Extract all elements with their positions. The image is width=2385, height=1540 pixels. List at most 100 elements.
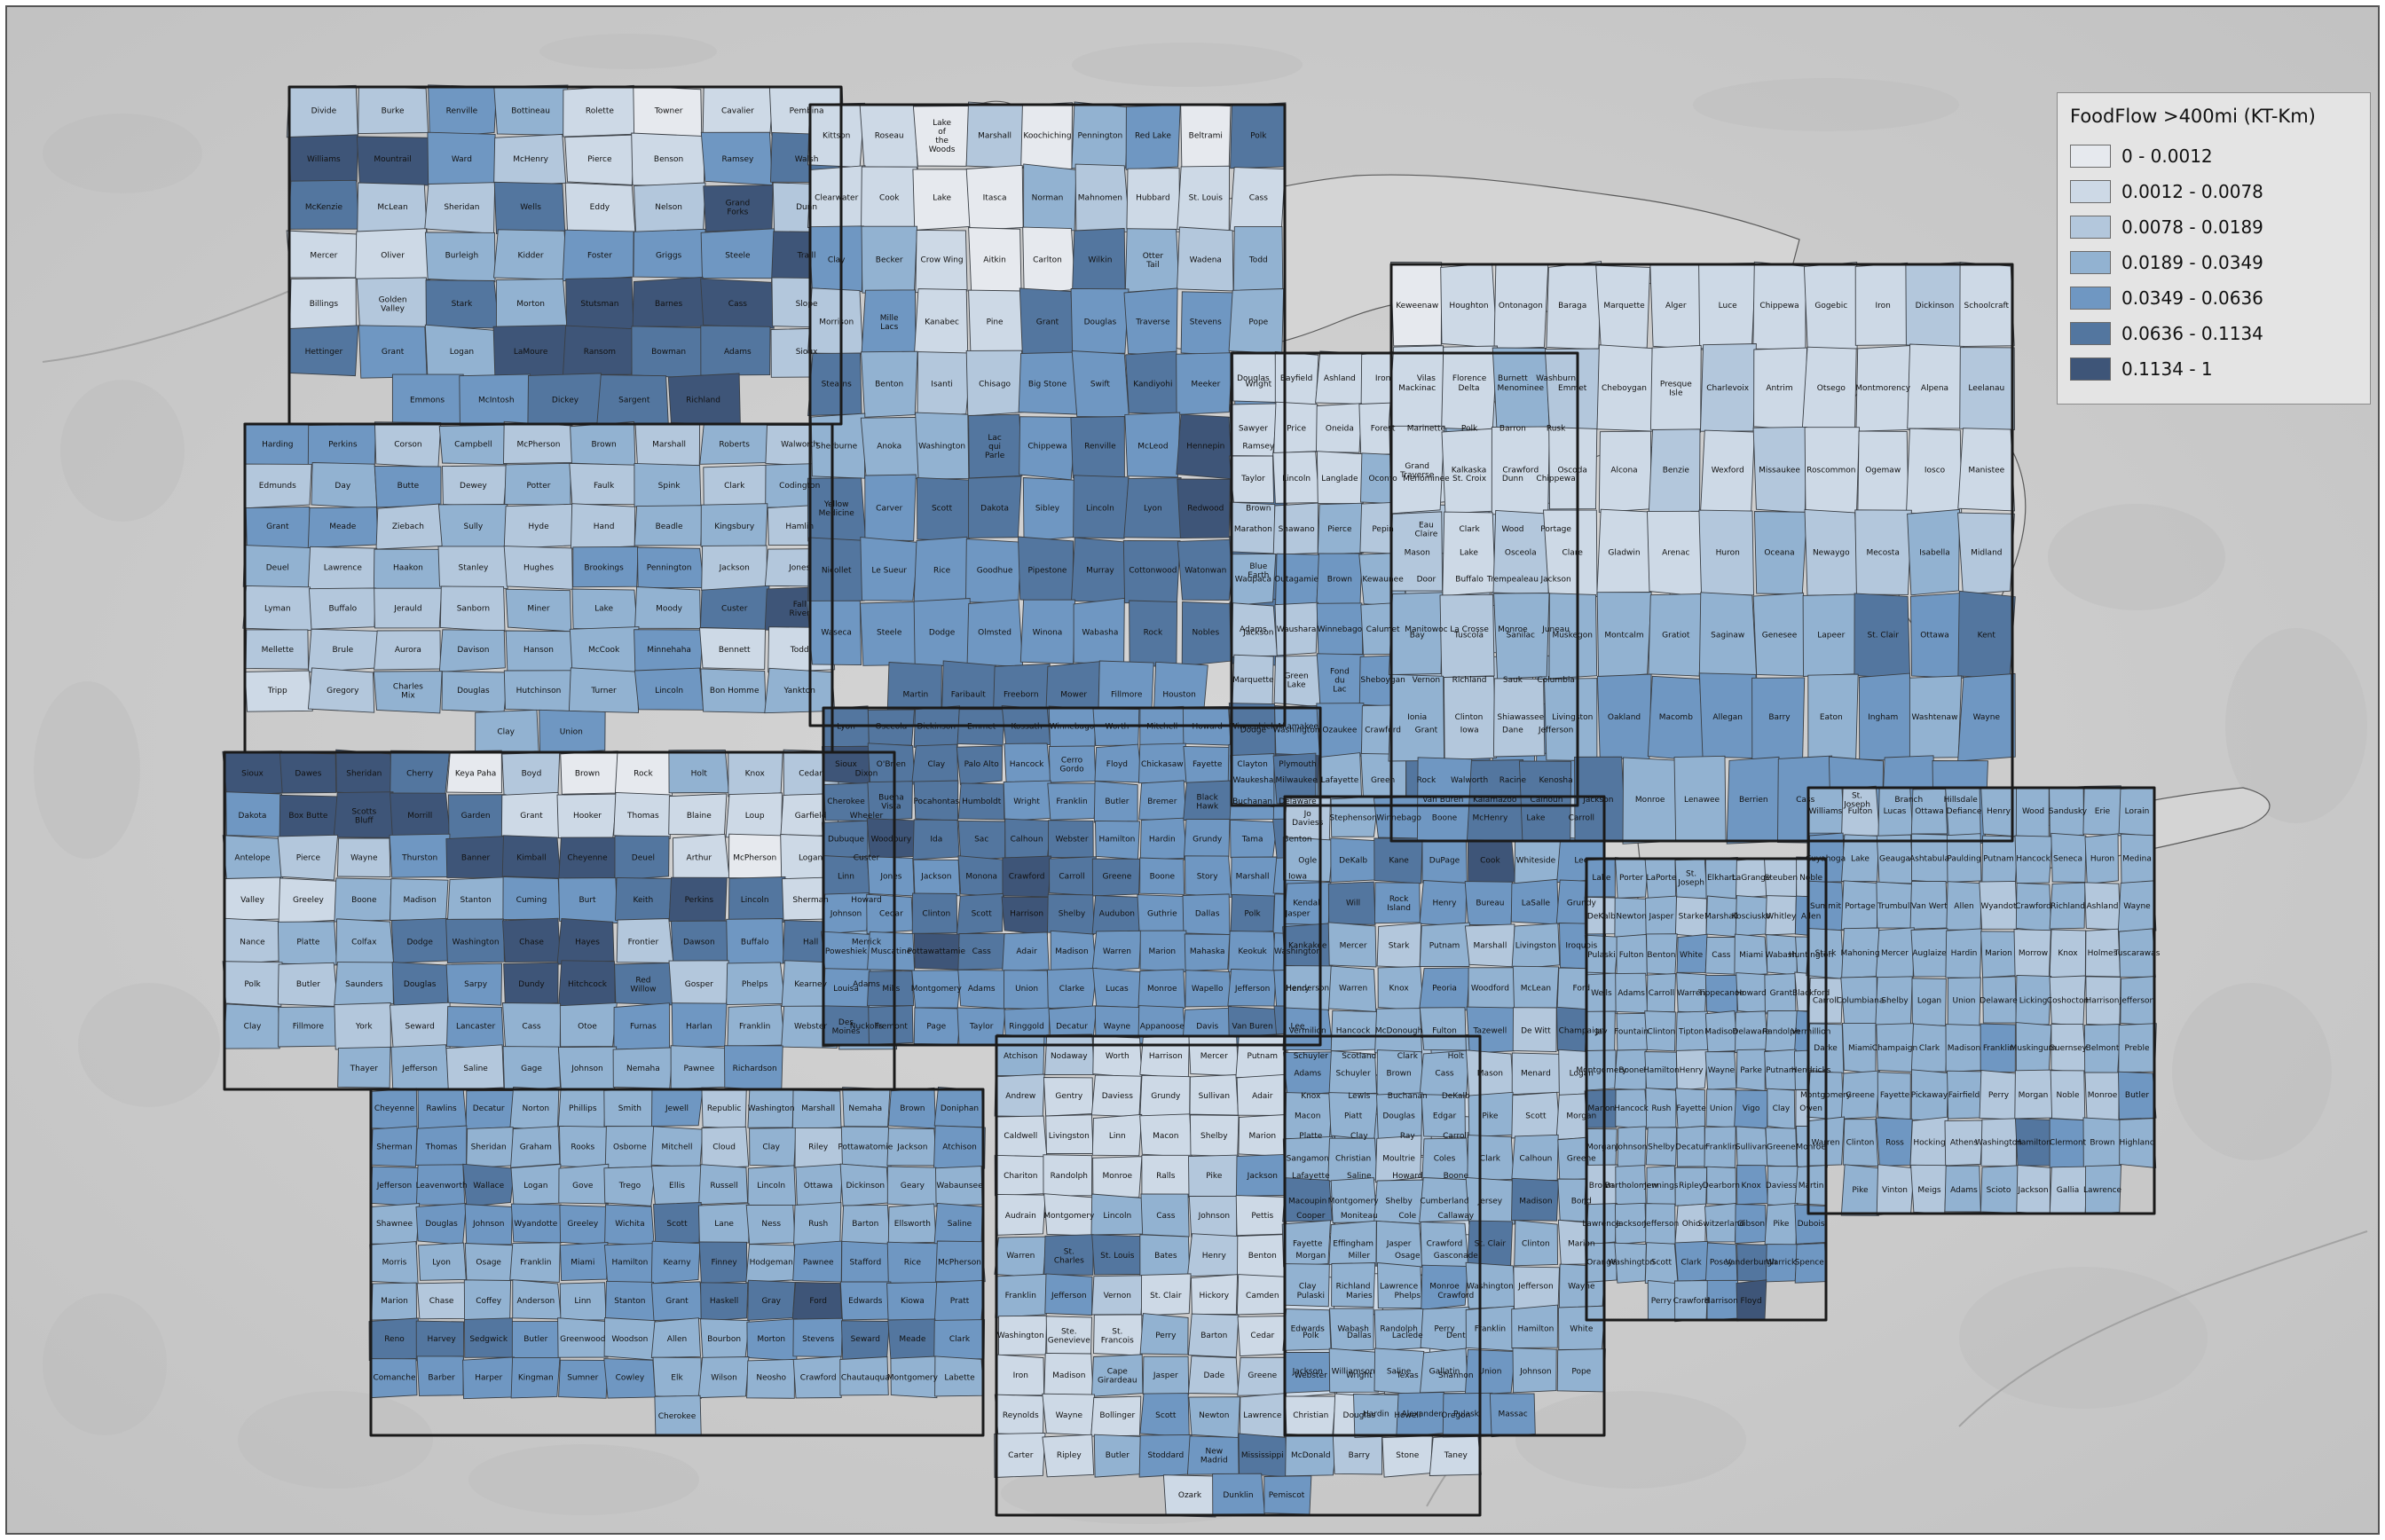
county	[1045, 1114, 1094, 1154]
county	[374, 587, 443, 629]
county	[1858, 672, 1911, 762]
county	[1177, 226, 1234, 292]
county	[701, 545, 767, 591]
county	[933, 1319, 986, 1361]
county	[1328, 1050, 1377, 1096]
county	[510, 1203, 563, 1244]
county	[1229, 501, 1276, 554]
county	[503, 420, 573, 464]
county	[650, 1317, 701, 1358]
county	[957, 969, 1006, 1010]
county	[1875, 927, 1915, 979]
county	[700, 668, 767, 713]
county	[822, 892, 870, 935]
county	[859, 104, 918, 169]
county	[1736, 1244, 1768, 1283]
county	[222, 835, 284, 881]
county	[634, 667, 704, 711]
county	[1704, 1010, 1738, 1053]
county	[446, 1006, 505, 1049]
county	[1330, 837, 1380, 883]
county	[1124, 412, 1181, 478]
county	[424, 232, 496, 283]
county	[747, 1279, 796, 1321]
county	[700, 131, 773, 186]
county	[1328, 1220, 1377, 1267]
county	[512, 1279, 562, 1320]
county	[510, 1356, 561, 1399]
county	[337, 1046, 391, 1088]
county	[1766, 934, 1798, 976]
county	[1544, 678, 1598, 762]
county	[868, 1005, 914, 1045]
county	[1419, 880, 1468, 927]
county	[1185, 855, 1232, 898]
county	[1230, 893, 1275, 935]
county	[288, 325, 359, 377]
county	[701, 1126, 750, 1169]
county	[1124, 228, 1180, 293]
county	[492, 325, 567, 380]
county	[356, 136, 430, 186]
county	[1227, 968, 1277, 1007]
county	[1574, 756, 1626, 843]
county	[1644, 1242, 1679, 1285]
county	[370, 1203, 421, 1245]
county	[557, 1088, 607, 1128]
county	[807, 352, 862, 416]
county	[1381, 1435, 1433, 1478]
county	[1328, 1092, 1379, 1141]
county	[1957, 672, 2016, 762]
county	[1585, 1242, 1618, 1283]
county	[334, 962, 394, 1008]
county	[437, 546, 508, 589]
county	[242, 585, 313, 632]
county	[1139, 1074, 1191, 1119]
county	[2015, 1022, 2052, 1074]
county	[1441, 345, 1498, 431]
county	[562, 229, 634, 282]
county	[1804, 427, 1860, 515]
county	[1229, 455, 1275, 504]
county	[2082, 1117, 2122, 1168]
county	[1419, 922, 1470, 967]
county	[1235, 1153, 1289, 1197]
county	[612, 1047, 673, 1089]
county	[1595, 264, 1651, 350]
county	[446, 750, 502, 794]
county	[1232, 654, 1274, 708]
state-ohio	[1806, 785, 2157, 1216]
county	[911, 892, 958, 934]
county	[495, 278, 568, 330]
state-iowa	[821, 705, 1323, 1048]
county	[558, 1163, 610, 1205]
county	[911, 743, 959, 784]
legend-entry: 0.0012 - 0.0078	[2070, 177, 2357, 207]
county	[1674, 1088, 1705, 1129]
county	[631, 132, 705, 186]
county	[887, 1318, 938, 1362]
county	[390, 1044, 450, 1091]
county	[1467, 759, 1524, 841]
county	[527, 373, 602, 425]
county	[1735, 895, 1768, 937]
county	[307, 424, 376, 467]
county	[1237, 1316, 1288, 1357]
county	[1736, 1126, 1768, 1168]
county	[1048, 820, 1094, 859]
county	[746, 1358, 795, 1399]
county	[822, 855, 871, 898]
county	[613, 791, 671, 839]
county	[1615, 1088, 1649, 1130]
county	[334, 877, 392, 923]
county	[860, 601, 919, 666]
county	[1765, 895, 1797, 936]
county	[1676, 933, 1708, 973]
county	[1429, 1434, 1482, 1476]
county	[1644, 858, 1677, 900]
legend-entry: 0.0349 - 0.0636	[2070, 283, 2357, 313]
county	[1139, 930, 1187, 973]
county	[1706, 1279, 1739, 1321]
county	[1138, 780, 1186, 821]
county	[604, 1126, 656, 1169]
